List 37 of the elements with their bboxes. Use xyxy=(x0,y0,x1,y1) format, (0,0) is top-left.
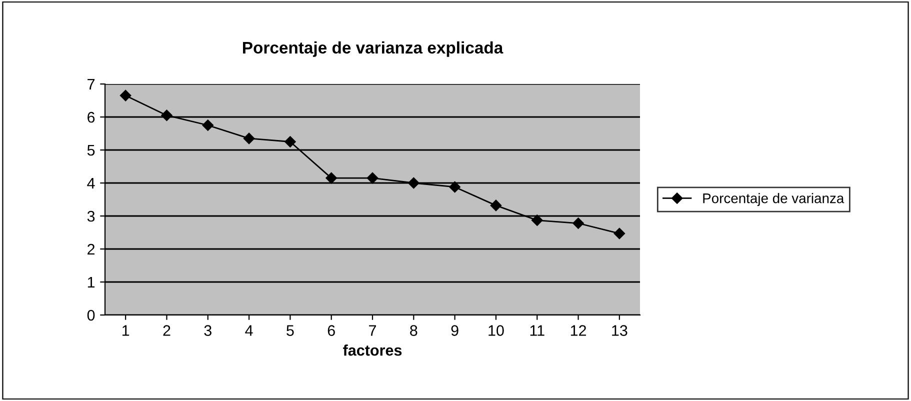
y-tick-label: 0 xyxy=(87,310,95,321)
point xyxy=(366,172,378,184)
chart-title: Porcentaje de varianza explicada xyxy=(243,41,504,57)
x-tick-label: 10 xyxy=(488,325,504,336)
y-tick-label: 6 xyxy=(88,112,95,123)
y-tick-label: 5 xyxy=(87,145,95,156)
point xyxy=(408,177,420,189)
y-tick-label: 7 xyxy=(88,79,95,90)
y-tick-label: 2 xyxy=(88,244,95,255)
point xyxy=(243,132,255,144)
x-tick-label: 5 xyxy=(286,325,294,336)
x-tick-label: 13 xyxy=(612,325,628,336)
x-tick-label: 12 xyxy=(570,325,586,336)
point xyxy=(284,136,296,148)
y-tick-label: 3 xyxy=(87,210,95,222)
point xyxy=(161,110,172,121)
x-axis-title: factores xyxy=(343,344,402,356)
y-tick-label: 1 xyxy=(88,277,95,288)
x-tick-label: 1 xyxy=(122,325,130,336)
point xyxy=(532,214,543,226)
point xyxy=(326,172,337,184)
x-tick-label: 6 xyxy=(328,325,335,336)
x-tick-label: 2 xyxy=(163,325,170,336)
point xyxy=(572,218,584,229)
point xyxy=(614,228,626,240)
x-tick-label: 8 xyxy=(410,325,418,336)
point xyxy=(120,90,132,102)
legend-label: Porcentaje de varianza xyxy=(703,193,844,206)
y-tick-label: 4 xyxy=(87,178,95,189)
x-tick-label: 11 xyxy=(530,325,544,336)
x-tick-label: 3 xyxy=(204,325,212,336)
x-tick-label: 9 xyxy=(451,325,458,336)
x-tick-label: 4 xyxy=(245,325,253,336)
point xyxy=(449,181,460,193)
x-tick-label: 7 xyxy=(369,325,376,336)
point xyxy=(202,120,214,131)
point xyxy=(490,200,502,212)
